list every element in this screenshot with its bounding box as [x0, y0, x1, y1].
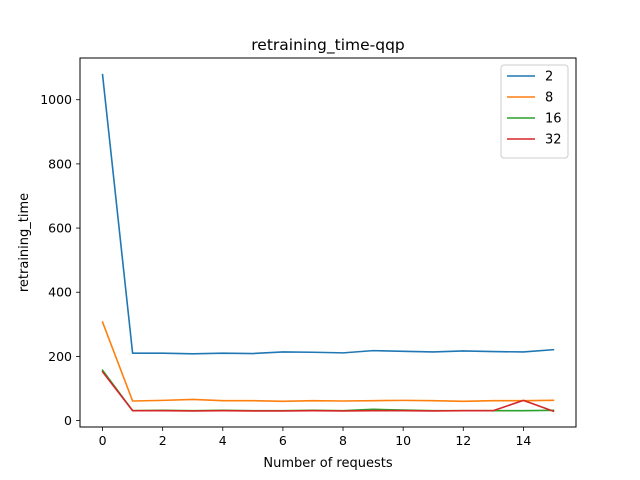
y-tick-label: 0: [64, 413, 72, 428]
series-line-2: [101, 73, 555, 355]
x-tick-label: 6: [279, 433, 287, 448]
series-line-8: [101, 321, 555, 403]
legend-box: [500, 64, 569, 159]
x-tick-label: 4: [219, 433, 227, 448]
plot-frame: [79, 57, 577, 428]
y-tick-label: 400: [48, 285, 72, 300]
legend: 2 8 16 32: [500, 64, 569, 159]
plot-lines: [101, 73, 555, 413]
chart-title: retraining_time-qqp: [251, 36, 405, 55]
x-axis-label: Number of requests: [263, 456, 392, 471]
y-tick-label: 600: [48, 221, 72, 236]
y-tick-label: 1000: [40, 92, 72, 107]
legend-label-32: 32: [545, 133, 562, 148]
y-tick-label: 800: [48, 156, 72, 171]
y-axis-label: retraining_time: [17, 193, 32, 292]
x-tick-label: 14: [515, 433, 531, 448]
y-tick-label: 200: [48, 349, 72, 364]
legend-label-16: 16: [545, 112, 562, 127]
x-tick-label: 2: [159, 433, 167, 448]
x-axis: 0 2 4 6 8 10 12 14: [99, 427, 531, 448]
legend-label-2: 2: [545, 70, 553, 85]
x-tick-label: 12: [455, 433, 471, 448]
x-tick-label: 8: [339, 433, 347, 448]
series-line-16: [101, 369, 555, 412]
x-tick-label: 0: [99, 433, 107, 448]
y-axis: 0 200 400 600 800 1000: [40, 92, 80, 428]
legend-label-8: 8: [545, 91, 553, 106]
series-line-32: [101, 370, 555, 413]
x-tick-label: 10: [395, 433, 411, 448]
